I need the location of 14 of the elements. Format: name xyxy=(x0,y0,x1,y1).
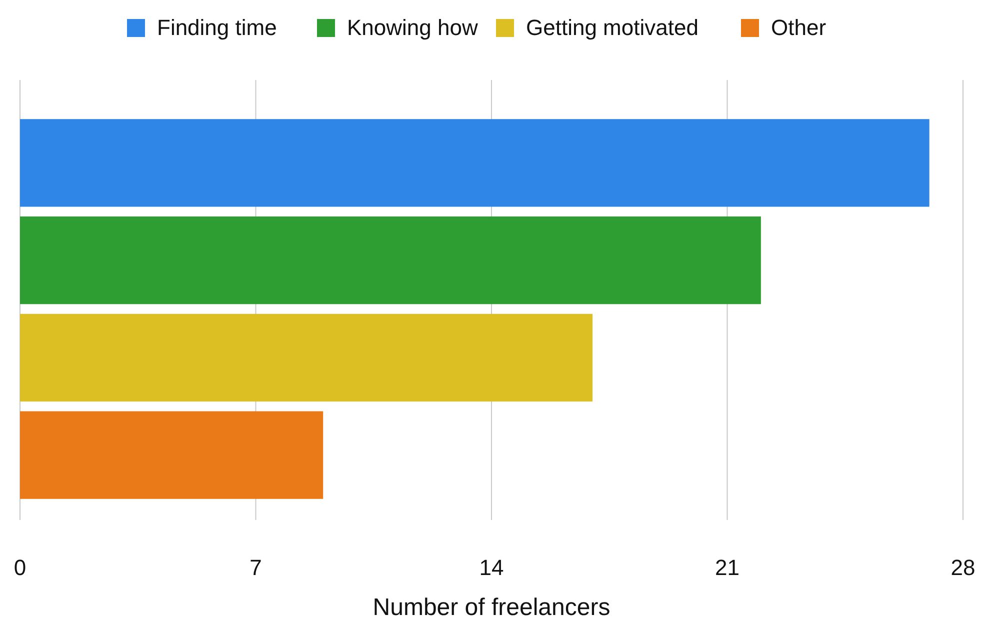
bar xyxy=(20,314,593,402)
legend-label: Getting motivated xyxy=(526,15,698,40)
legend-label: Other xyxy=(771,15,826,40)
x-tick-label: 21 xyxy=(715,555,740,580)
x-tick-label: 0 xyxy=(14,555,26,580)
legend-label: Finding time xyxy=(157,15,277,40)
bar xyxy=(20,119,930,207)
x-tick-label: 7 xyxy=(250,555,262,580)
bar xyxy=(20,216,761,304)
legend-label: Knowing how xyxy=(347,15,478,40)
bar xyxy=(20,411,324,499)
x-tick-label: 28 xyxy=(950,555,976,580)
x-tick-label: 14 xyxy=(479,555,504,580)
x-axis-title: Number of freelancers xyxy=(372,594,610,621)
